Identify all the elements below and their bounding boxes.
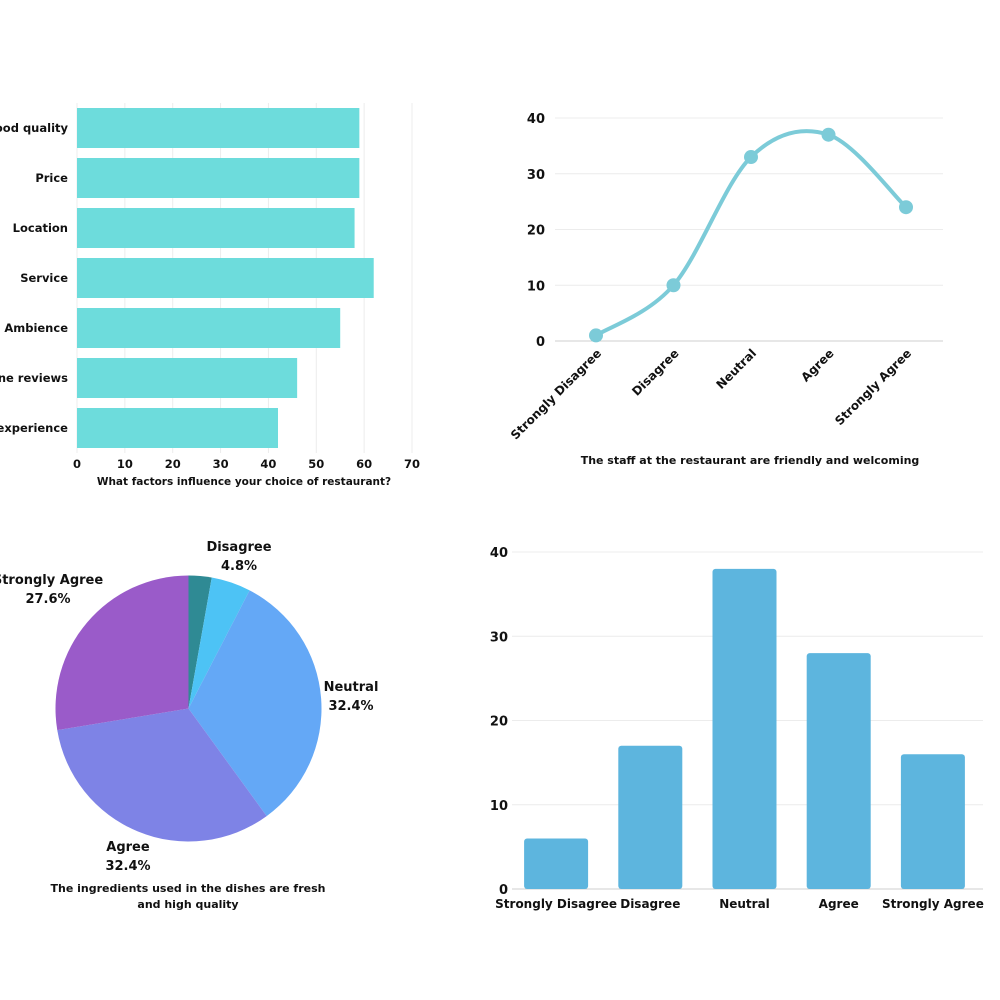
ingredients-pie-chart: Disagree 4.8% Neutral 32.4% Agree 32.4% Strong…: [0, 540, 378, 911]
staff-x-tick: Neutral: [713, 346, 759, 392]
bars-bar: [900, 754, 965, 889]
factors-y-tick: Service: [20, 271, 68, 285]
agreement-bar-chart: 0 10 20 30 40 Strongly Disagree Disagree Neutra…: [490, 546, 984, 911]
bars-y-tick: 20: [490, 715, 508, 730]
factors-x-tick: 30: [213, 457, 229, 471]
pie-slice-percent: 4.8%: [221, 559, 257, 574]
bars-x-tick: Agree: [819, 897, 859, 911]
factors-x-tick: 10: [117, 457, 133, 471]
pie-slice: [188, 590, 322, 817]
staff-y-tick: 20: [527, 224, 545, 239]
factors-y-tick: Food quality: [0, 121, 69, 135]
factors-x-tick: 60: [356, 457, 372, 471]
staff-line-chart: 0 10 20 30 40 Strongly Disagree Disagree Neutra…: [508, 112, 943, 467]
bars-bar: [524, 838, 589, 889]
staff-point: [666, 278, 681, 293]
pie-slice-label: Strongly Agree: [0, 573, 103, 588]
bars-y-tick: 30: [490, 630, 508, 645]
bars-x-tick: Strongly Agree: [882, 897, 984, 911]
staff-x-tick: Disagree: [629, 346, 681, 398]
factors-y-tick: line reviews: [0, 371, 68, 385]
staff-x-tick: Strongly Agree: [832, 346, 914, 428]
factors-x-tick: 50: [308, 457, 324, 471]
bars-y-tick: 40: [490, 546, 508, 561]
staff-point: [744, 150, 758, 165]
staff-x-tick: Agree: [798, 346, 836, 384]
factors-x-tick: 70: [404, 457, 420, 471]
staff-point: [899, 200, 913, 215]
factors-y-tick: Price: [35, 171, 68, 185]
pie-slice-label: Agree: [106, 840, 150, 855]
staff-y-tick: 40: [527, 112, 545, 127]
factors-y-tick: Ambience: [4, 321, 68, 335]
staff-y-tick: 10: [527, 279, 545, 294]
factors-bar: [77, 308, 341, 348]
staff-x-axis-label: The staff at the restaurant are friendly…: [581, 454, 920, 467]
pie-slice-percent: 27.6%: [25, 592, 70, 607]
factors-bar: [77, 208, 355, 248]
factors-bar: [77, 258, 374, 298]
bars-bar: [806, 653, 871, 889]
factors-x-tick: 40: [260, 457, 276, 471]
bars-x-tick: Neutral: [719, 897, 770, 911]
bars-x-tick: Disagree: [620, 897, 680, 911]
pie-slice: [55, 575, 189, 731]
staff-point: [821, 127, 836, 142]
bars-y-tick: 10: [490, 799, 508, 814]
pie-slice: [188, 575, 212, 709]
pie-slice-percent: 32.4%: [105, 859, 150, 874]
pie-title: and high quality: [137, 898, 238, 911]
pie-slice: [57, 708, 267, 842]
factors-y-tick: Location: [13, 221, 68, 235]
factors-x-tick: 0: [73, 457, 81, 471]
staff-y-tick: 0: [536, 335, 545, 350]
staff-point: [589, 328, 603, 343]
factors-bar: [77, 358, 298, 398]
factors-x-tick: 20: [165, 457, 181, 471]
pie-title: The ingredients used in the dishes are f…: [51, 882, 326, 895]
bars-bar: [712, 568, 777, 889]
bars-y-tick: 0: [499, 883, 508, 898]
factors-bar: [77, 108, 360, 148]
bars-bar: [618, 745, 683, 889]
factors-y-tick: s experience: [0, 421, 68, 435]
pie-slice-label: Disagree: [206, 540, 271, 555]
bars-x-tick: Strongly Disagree: [495, 897, 617, 911]
factors-x-axis-label: What factors influence your choice of re…: [97, 476, 391, 488]
pie-slice-percent: 32.4%: [328, 699, 373, 714]
staff-y-tick: 30: [527, 168, 545, 183]
factors-bar: [77, 408, 278, 448]
staff-x-tick: Strongly Disagree: [508, 346, 604, 442]
factors-bar: [77, 158, 360, 198]
factors-bar-chart: 0 10 20 30 40 50 60 70 Food quality Price Location…: [0, 103, 420, 488]
pie-slice: [188, 577, 250, 709]
pie-slice-label: Neutral: [324, 680, 379, 695]
